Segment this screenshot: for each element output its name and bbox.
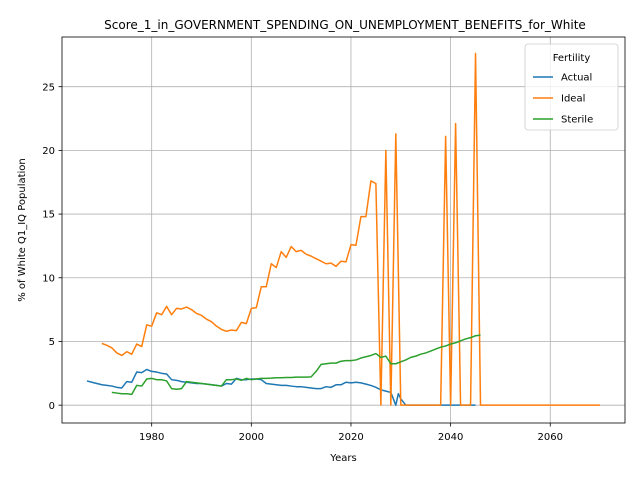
- y-tick-label: 20: [42, 146, 55, 157]
- y-tick-label: 0: [49, 401, 55, 412]
- x-tick-label: 1980: [139, 432, 164, 443]
- series-line-actual: [86, 368, 476, 406]
- series-line-sterile: [111, 334, 481, 396]
- y-tick-label: 10: [42, 273, 55, 284]
- x-tick-label: 2020: [338, 432, 363, 443]
- plot-frame: [61, 36, 626, 424]
- grid-lines: [62, 37, 625, 423]
- axes: 1980 2000 2020 2040 2060 0 5 10 15 20 25: [42, 82, 563, 443]
- x-tick-label: 2040: [438, 432, 463, 443]
- x-tick-label: 2060: [538, 432, 563, 443]
- legend-label: Ideal: [561, 94, 585, 105]
- legend-title: Fertility: [553, 53, 591, 64]
- x-tick-label: 2000: [239, 432, 264, 443]
- y-tick-label: 25: [42, 82, 55, 93]
- chart-title: Score_1_in_GOVERNMENT_SPENDING_ON_UNEMPL…: [104, 18, 586, 32]
- legend-label: Actual: [561, 73, 592, 84]
- y-axis-label: % of White Q1_IQ Population: [17, 158, 28, 302]
- legend-box: [524, 43, 619, 131]
- series-line-ideal: [101, 52, 601, 406]
- legend: Fertility Actual Ideal Sterile: [524, 43, 619, 131]
- y-tick-label: 5: [49, 337, 55, 348]
- y-tick-label: 15: [42, 210, 55, 221]
- legend-label: Sterile: [561, 115, 593, 126]
- x-axis-label: Years: [329, 453, 356, 464]
- series-lines: [86, 52, 601, 406]
